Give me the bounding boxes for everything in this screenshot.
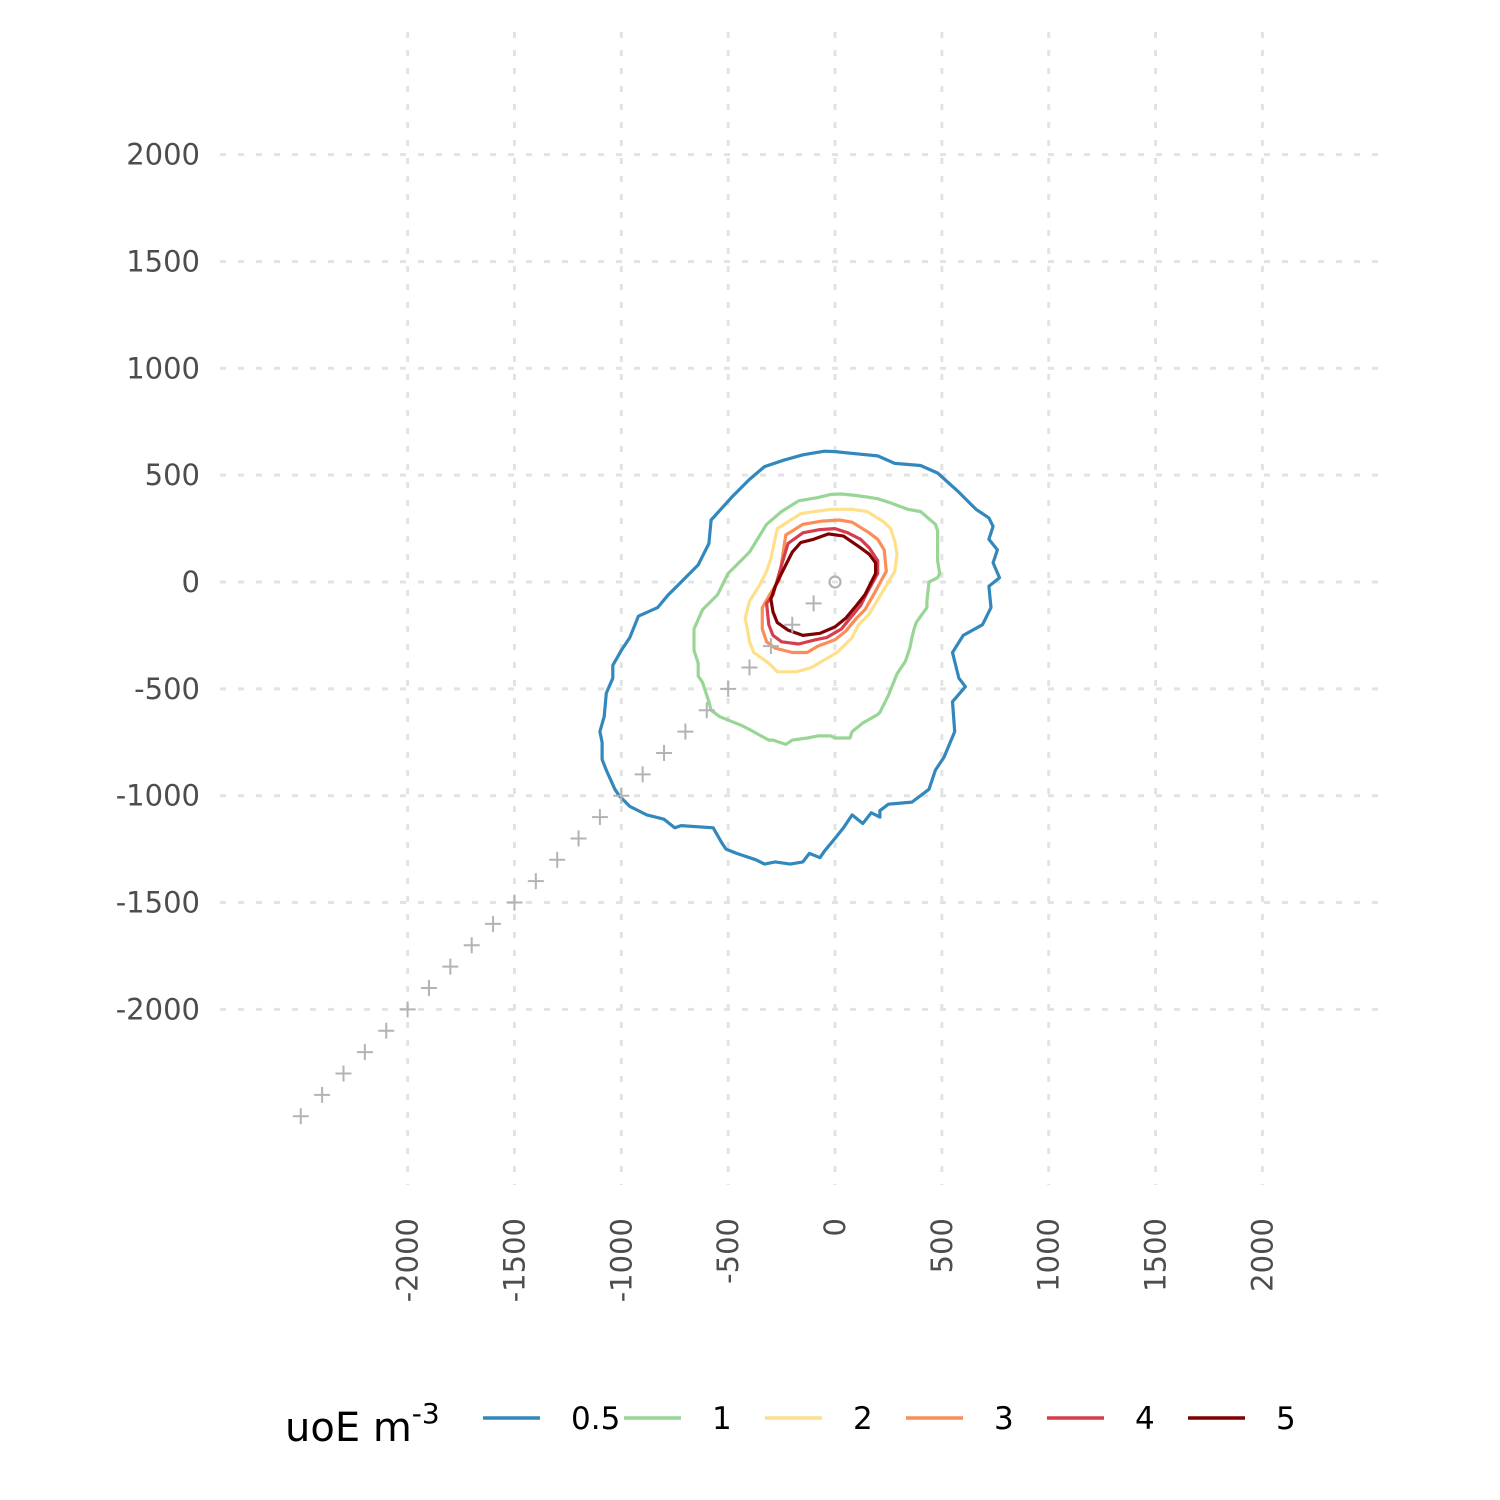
legend-entry-5: 5 [1188,1401,1296,1437]
legend-entry-4: 4 [1047,1401,1155,1437]
contour-line-1 [692,492,942,746]
receptor-plus-marker [762,638,779,655]
legend-entry-2: 2 [765,1401,873,1437]
x-tick-label: 500 [925,1218,959,1273]
legend-entry-1: 1 [624,1401,732,1437]
contour-line-2 [743,507,899,674]
y-tick-label: -1500 [116,886,200,920]
contour-line-3 [760,518,888,655]
receptor-plus-marker [720,680,737,697]
receptor-plus-marker [570,830,587,847]
legend-label: 5 [1276,1401,1296,1437]
legend-label: 0.5 [571,1401,620,1437]
grid-lines [220,32,1385,1185]
x-tick-label: -500 [711,1218,745,1284]
receptor-plus-marker [485,915,502,932]
y-tick-label: 1500 [126,244,200,278]
receptor-plus-marker [784,616,801,633]
x-tick-label: 2000 [1245,1218,1279,1292]
receptor-plus-marker [356,1044,373,1061]
receptor-plus-marker [591,809,608,826]
legend-label: 2 [853,1401,873,1437]
x-tick-label: 0 [818,1218,852,1236]
x-tick-label: 1000 [1032,1218,1066,1292]
receptor-plus-marker [698,702,715,719]
contour-line-5 [769,532,878,637]
receptor-plus-marker [420,980,437,997]
receptor-plus-marker [463,937,480,954]
legend: uoE m-3 0.5 1 2 3 4 5 [285,1397,1296,1451]
receptor-plus-marker [378,1022,395,1039]
receptor-plus-marker [292,1108,309,1125]
x-tick-label: -1500 [497,1218,531,1302]
receptor-plus-marker [634,766,651,783]
y-tick-label: 500 [145,458,200,492]
receptor-points [292,595,822,1125]
legend-title-superscript: -3 [412,1397,440,1430]
x-tick-label: -1000 [604,1218,638,1302]
legend-title: uoE m-3 [285,1397,440,1451]
source-marker [828,575,842,589]
receptor-plus-marker [805,595,822,612]
receptor-plus-marker [741,659,758,676]
y-tick-label: -500 [134,672,200,706]
legend-entry-3: 3 [906,1401,1014,1437]
y-tick-label: -2000 [116,992,200,1026]
contour-line-0.5 [598,449,1002,866]
receptor-plus-marker [314,1086,331,1103]
legend-label: 1 [712,1401,732,1437]
y-tick-label: 1000 [126,351,200,385]
x-tick-label: -2000 [391,1218,425,1302]
contour-line-4 [765,527,880,646]
receptor-plus-marker [399,1001,416,1018]
y-tick-label: 2000 [126,138,200,172]
x-tick-label: 1500 [1139,1218,1173,1292]
y-tick-labels: 2000 1500 1000 500 0 -500 -1000 -1500 -2000 [116,138,200,1027]
receptor-plus-marker [549,851,566,868]
receptor-plus-marker [335,1065,352,1082]
x-tick-labels: -2000 -1500 -1000 -500 0 500 1000 1500 2000 [391,1218,1280,1302]
legend-label: 4 [1135,1401,1155,1437]
receptor-plus-marker [656,744,673,761]
receptor-plus-marker [442,958,459,975]
legend-title-main: uoE m [285,1405,412,1451]
source-circle-marker [828,575,842,589]
contour-series [598,449,1002,866]
receptor-plus-marker [506,894,523,911]
receptor-plus-marker [677,723,694,740]
receptor-plus-marker [527,873,544,890]
legend-label: 3 [994,1401,1014,1437]
legend-entries: 0.5 1 2 3 4 5 [483,1401,1296,1437]
y-tick-label: 0 [182,565,200,599]
legend-entry-0.5: 0.5 [483,1401,620,1437]
y-tick-label: -1000 [116,779,200,813]
receptor-plus-marker [613,787,630,804]
